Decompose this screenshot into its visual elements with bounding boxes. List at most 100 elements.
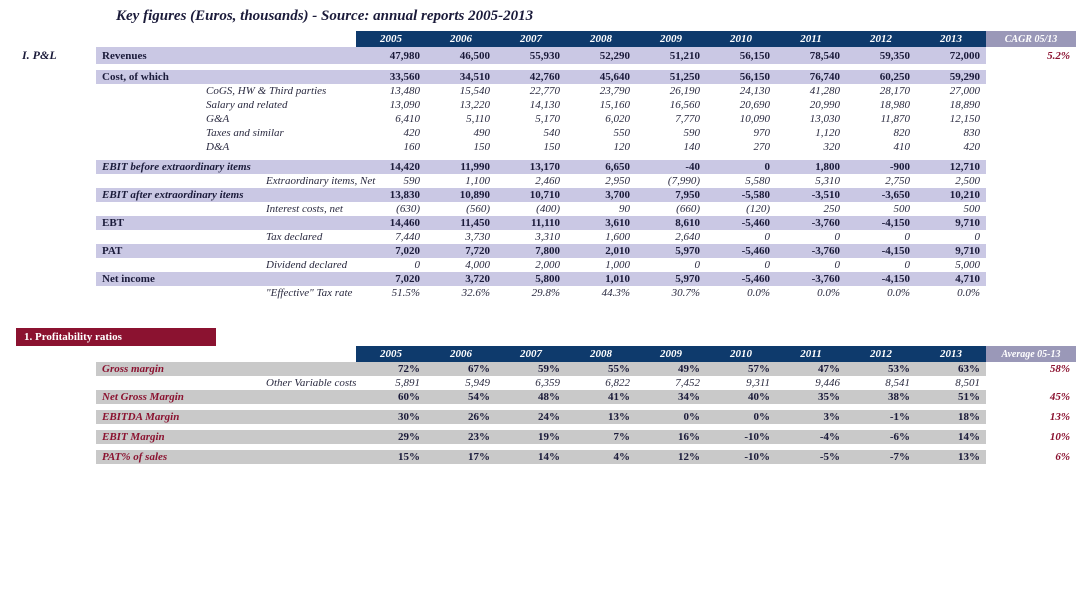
value-cell: 7,800 bbox=[496, 244, 566, 258]
value-cell: 59,290 bbox=[916, 70, 986, 84]
value-cell: -5% bbox=[776, 450, 846, 464]
value-cell: 3,610 bbox=[566, 216, 636, 230]
row-label: D&A bbox=[96, 140, 356, 154]
value-cell: 72% bbox=[356, 362, 426, 376]
value-cell: 9,311 bbox=[706, 376, 776, 390]
table-row: EBT14,46011,45011,1103,6108,610-5,460-3,… bbox=[16, 216, 1076, 230]
value-cell: 20,690 bbox=[706, 98, 776, 112]
value-cell: 30% bbox=[356, 410, 426, 424]
cagr-cell bbox=[986, 70, 1076, 84]
value-cell: 5,310 bbox=[776, 174, 846, 188]
value-cell: 5,170 bbox=[496, 112, 566, 126]
row-label: Dividend declared bbox=[96, 258, 356, 272]
value-cell: 35% bbox=[776, 390, 846, 404]
section2-heading: 1. Profitability ratios bbox=[16, 328, 216, 346]
value-cell: 34,510 bbox=[426, 70, 496, 84]
year-header: 2013 bbox=[916, 31, 986, 47]
table-row: CoGS, HW & Third parties13,48015,54022,7… bbox=[16, 84, 1076, 98]
value-cell: 56,150 bbox=[706, 47, 776, 64]
page-title: Key figures (Euros, thousands) - Source:… bbox=[116, 8, 1076, 25]
year-header: 2010 bbox=[706, 31, 776, 47]
value-cell: 13% bbox=[566, 410, 636, 424]
year-header: 2008 bbox=[566, 346, 636, 362]
value-cell: (630) bbox=[356, 202, 426, 216]
table-row: Net Gross Margin60%54%48%41%34%40%35%38%… bbox=[16, 390, 1076, 404]
value-cell: 2,500 bbox=[916, 174, 986, 188]
row-label: EBIT after extraordinary items bbox=[96, 188, 356, 202]
table-row: Taxes and similar4204905405505909701,120… bbox=[16, 126, 1076, 140]
row-label: Net Gross Margin bbox=[96, 390, 356, 404]
value-cell: 13,220 bbox=[426, 98, 496, 112]
year-header: 2008 bbox=[566, 31, 636, 47]
value-cell: 0 bbox=[776, 258, 846, 272]
year-header: 2010 bbox=[706, 346, 776, 362]
table-row: EBIT Margin29%23%19%7%16%-10%-4%-6%14%10… bbox=[16, 430, 1076, 444]
value-cell: -6% bbox=[846, 430, 916, 444]
value-cell: 54% bbox=[426, 390, 496, 404]
value-cell: 0% bbox=[636, 410, 706, 424]
table-row: D&A160150150120140270320410420 bbox=[16, 140, 1076, 154]
year-header: 2009 bbox=[636, 346, 706, 362]
row-label: CoGS, HW & Third parties bbox=[96, 84, 356, 98]
value-cell: 56,150 bbox=[706, 70, 776, 84]
value-cell: 13,170 bbox=[496, 160, 566, 174]
value-cell: 38% bbox=[846, 390, 916, 404]
value-cell: 3,730 bbox=[426, 230, 496, 244]
row-label: PAT% of sales bbox=[96, 450, 356, 464]
value-cell: 24,130 bbox=[706, 84, 776, 98]
avg-header: Average 05-13 bbox=[986, 346, 1076, 362]
value-cell: 5,580 bbox=[706, 174, 776, 188]
table-row: G&A6,4105,1105,1706,0207,77010,09013,030… bbox=[16, 112, 1076, 126]
avg-cell: 13% bbox=[986, 410, 1076, 424]
value-cell: 9,710 bbox=[916, 216, 986, 230]
value-cell: 23,790 bbox=[566, 84, 636, 98]
value-cell: 49% bbox=[636, 362, 706, 376]
value-cell: 16,560 bbox=[636, 98, 706, 112]
row-label: "Effective" Tax rate bbox=[96, 286, 356, 300]
value-cell: 40% bbox=[706, 390, 776, 404]
value-cell: 270 bbox=[706, 140, 776, 154]
section-heading-cell bbox=[16, 410, 96, 424]
row-label: EBIT before extraordinary items bbox=[96, 160, 356, 174]
table-row: Other Variable costs5,8915,9496,3596,822… bbox=[16, 376, 1076, 390]
table-row: EBIT after extraordinary items13,83010,8… bbox=[16, 188, 1076, 202]
value-cell: 55% bbox=[566, 362, 636, 376]
value-cell: 0 bbox=[846, 230, 916, 244]
row-label: Salary and related bbox=[96, 98, 356, 112]
section-heading-cell bbox=[16, 286, 96, 300]
value-cell: 140 bbox=[636, 140, 706, 154]
value-cell: 29% bbox=[356, 430, 426, 444]
year-header: 2005 bbox=[356, 31, 426, 47]
section-heading-cell bbox=[16, 160, 96, 174]
row-label: Gross margin bbox=[96, 362, 356, 376]
value-cell: -3,760 bbox=[776, 244, 846, 258]
value-cell: 45,640 bbox=[566, 70, 636, 84]
value-cell: -4,150 bbox=[846, 244, 916, 258]
cagr-cell bbox=[986, 216, 1076, 230]
section-heading-cell bbox=[16, 70, 96, 84]
value-cell: 14% bbox=[496, 450, 566, 464]
value-cell: 6,822 bbox=[566, 376, 636, 390]
value-cell: 26% bbox=[426, 410, 496, 424]
value-cell: 76,740 bbox=[776, 70, 846, 84]
value-cell: 67% bbox=[426, 362, 496, 376]
value-cell: 63% bbox=[916, 362, 986, 376]
ratios-table: 2005 2006 2007 2008 2009 2010 2011 2012 … bbox=[16, 346, 1076, 464]
row-label: Tax declared bbox=[96, 230, 356, 244]
value-cell: (120) bbox=[706, 202, 776, 216]
value-cell: 26,190 bbox=[636, 84, 706, 98]
cagr-cell bbox=[986, 272, 1076, 286]
row-label: Taxes and similar bbox=[96, 126, 356, 140]
value-cell: 1,600 bbox=[566, 230, 636, 244]
value-cell: 29.8% bbox=[496, 286, 566, 300]
row-label: EBIT Margin bbox=[96, 430, 356, 444]
value-cell: 11,990 bbox=[426, 160, 496, 174]
value-cell: 16% bbox=[636, 430, 706, 444]
value-cell: 5,891 bbox=[356, 376, 426, 390]
cagr-cell bbox=[986, 112, 1076, 126]
value-cell: -1% bbox=[846, 410, 916, 424]
cagr-cell bbox=[986, 244, 1076, 258]
value-cell: 59,350 bbox=[846, 47, 916, 64]
value-cell: 6,650 bbox=[566, 160, 636, 174]
value-cell: 57% bbox=[706, 362, 776, 376]
